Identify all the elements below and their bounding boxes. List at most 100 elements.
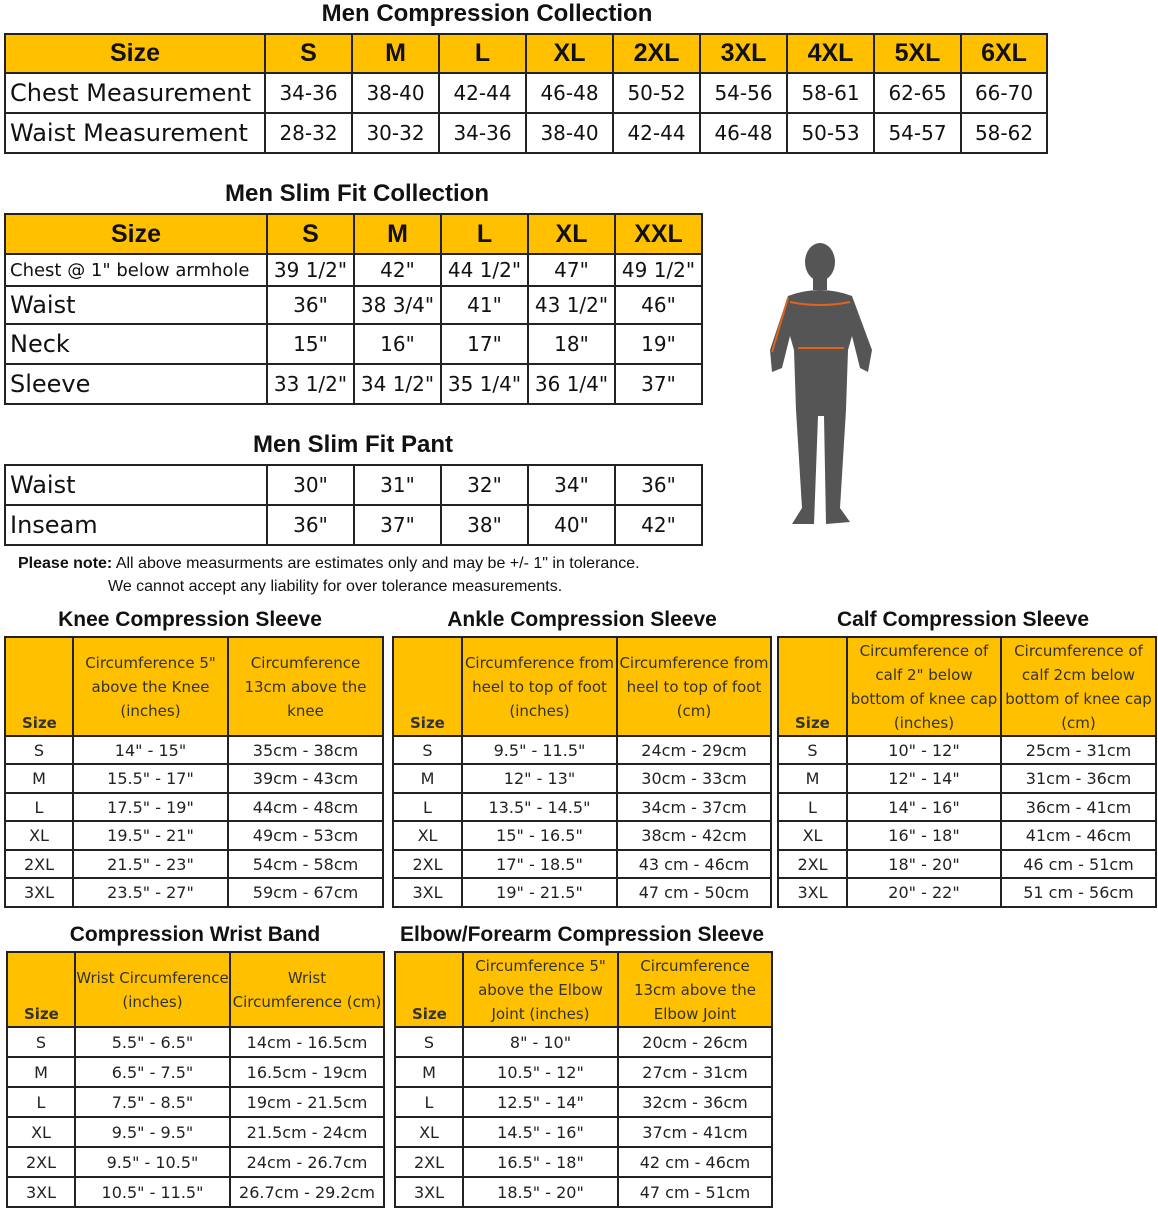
- table-cell: 9.5" - 11.5": [461, 735, 618, 765]
- table-cell: 9.5" - 10.5": [74, 1146, 231, 1178]
- table-cell: 18": [527, 323, 616, 365]
- header-cell: Circumference 13cm above the knee: [227, 636, 384, 737]
- row-label: S: [777, 735, 848, 765]
- table-row: L 12.5" - 14" 32cm - 36cm: [394, 1086, 773, 1118]
- table-row: S 10" - 12" 25cm - 31cm: [777, 735, 1157, 765]
- table-cell: 17" - 18.5": [461, 849, 618, 879]
- table-cell: 18.5" - 20": [462, 1176, 619, 1208]
- header-cell: L: [440, 213, 529, 255]
- table-cell: 36": [266, 285, 355, 325]
- table-row: L 14" - 16" 36cm - 41cm: [777, 792, 1157, 822]
- table-cell: 32": [440, 464, 529, 506]
- table-row: M 12" - 13" 30cm - 33cm: [392, 763, 772, 794]
- table-cell: 34-36: [264, 72, 353, 114]
- table-cell: 18" - 20": [846, 849, 1002, 879]
- table-cell: 31cm - 36cm: [1000, 763, 1157, 794]
- table-cell: 10.5" - 11.5": [74, 1176, 231, 1208]
- table-cell: 20" - 22": [846, 877, 1002, 908]
- row-label: Inseam: [4, 504, 268, 546]
- table-cell: 54-56: [699, 72, 788, 114]
- table-row: 3XL 20" - 22" 51 cm - 56cm: [777, 877, 1157, 908]
- table-cell: 30": [266, 464, 355, 506]
- table-cell: 16.5cm - 19cm: [229, 1056, 385, 1088]
- row-label: M: [392, 763, 463, 794]
- table-cell: 10.5" - 12": [462, 1056, 619, 1088]
- table-cell: 66-70: [960, 72, 1048, 114]
- row-label: XL: [392, 820, 463, 851]
- header-cell: Wrist Circumference (inches): [74, 951, 231, 1028]
- header-cell: Size: [4, 213, 268, 255]
- header-row: Size Circumference 5" above the Knee (inc…: [4, 636, 384, 737]
- header-cell: M: [353, 213, 442, 255]
- table-row: Waist Measurement 28-32 30-32 34-36 38-40 42-…: [4, 112, 1048, 154]
- wrist-table: Size Wrist Circumference (inches) Wrist Ci…: [6, 951, 385, 1208]
- header-cell: Circumference 5" above the Elbow Joint (…: [462, 951, 619, 1028]
- table-cell: 16": [353, 323, 442, 365]
- note-label: Please note:: [18, 555, 113, 572]
- table-cell: 42": [614, 504, 703, 546]
- table-cell: 14" - 16": [846, 792, 1002, 822]
- row-label: M: [4, 763, 74, 794]
- table-cell: 12" - 13": [461, 763, 618, 794]
- men-compression-table: Size S M L XL 2XL 3XL 4XL 5XL 6XL Chest Measuremen…: [4, 33, 1048, 154]
- table-cell: 15": [266, 323, 355, 365]
- table-cell: 17": [440, 323, 529, 365]
- header-cell: Circumference from heel to top of foot (…: [616, 636, 772, 737]
- header-row: Size Circumference 5" above the Elbow Joi…: [394, 951, 773, 1028]
- table-cell: 37cm - 41cm: [617, 1116, 773, 1148]
- table-cell: 24cm - 29cm: [616, 735, 772, 765]
- table-cell: 54cm - 58cm: [227, 849, 384, 879]
- table-cell: 30-32: [351, 112, 440, 154]
- table-row: Chest Measurement 34-36 38-40 42-44 46-48 50-…: [4, 72, 1048, 114]
- wrist-title: Compression Wrist Band: [69, 923, 321, 946]
- header-cell: Size: [394, 951, 464, 1028]
- table-cell: 47 cm - 50cm: [616, 877, 772, 908]
- table-row: 2XL 21.5" - 23" 54cm - 58cm: [4, 849, 384, 879]
- table-cell: 9.5" - 9.5": [74, 1116, 231, 1148]
- table-row: XL 14.5" - 16" 37cm - 41cm: [394, 1116, 773, 1148]
- table-cell: 50-52: [612, 72, 701, 114]
- table-cell: 36cm - 41cm: [1000, 792, 1157, 822]
- header-cell: Wrist Circumference (cm): [229, 951, 385, 1028]
- table-row: Waist 30" 31" 32" 34" 36": [4, 464, 703, 506]
- table-cell: 19.5" - 21": [72, 820, 229, 851]
- row-label: L: [777, 792, 848, 822]
- row-label: S: [4, 735, 74, 765]
- table-cell: 54-57: [873, 112, 962, 154]
- row-label: Sleeve: [4, 363, 268, 405]
- table-cell: 38": [440, 504, 529, 546]
- table-cell: 43 cm - 46cm: [616, 849, 772, 879]
- table-cell: 37": [353, 504, 442, 546]
- header-cell: Size: [6, 951, 76, 1028]
- row-label: 3XL: [392, 877, 463, 908]
- row-label: XL: [394, 1116, 464, 1148]
- table-cell: 42": [353, 253, 442, 287]
- table-row: S 14" - 15" 35cm - 38cm: [4, 735, 384, 765]
- table-cell: 39cm - 43cm: [227, 763, 384, 794]
- header-cell: XXL: [614, 213, 703, 255]
- table-cell: 13.5" - 14.5": [461, 792, 618, 822]
- table-cell: 10" - 12": [846, 735, 1002, 765]
- knee-table: Size Circumference 5" above the Knee (inc…: [4, 636, 384, 908]
- table-cell: 41": [440, 285, 529, 325]
- men-slim-pant-table: Waist 30" 31" 32" 34" 36" Inseam 36" 37" 38" 40" 42…: [4, 464, 703, 546]
- row-label: 3XL: [6, 1176, 76, 1208]
- table-cell: 43 1/2": [527, 285, 616, 325]
- table-cell: 50-53: [786, 112, 875, 154]
- table-cell: 19cm - 21.5cm: [229, 1086, 385, 1118]
- table-row: S 9.5" - 11.5" 24cm - 29cm: [392, 735, 772, 765]
- table-cell: 39 1/2": [266, 253, 355, 287]
- table-cell: 12" - 14": [846, 763, 1002, 794]
- table-cell: 15.5" - 17": [72, 763, 229, 794]
- calf-title: Calf Compression Sleeve: [836, 608, 1090, 631]
- table-cell: 51 cm - 56cm: [1000, 877, 1157, 908]
- header-cell: 6XL: [960, 33, 1048, 74]
- note-line-1: Please note: All above measurments are e…: [18, 555, 640, 573]
- table-cell: 23.5" - 27": [72, 877, 229, 908]
- table-cell: 25cm - 31cm: [1000, 735, 1157, 765]
- row-label: S: [392, 735, 463, 765]
- human-silhouette-icon: [770, 243, 872, 524]
- header-cell: 2XL: [612, 33, 701, 74]
- row-label: XL: [6, 1116, 76, 1148]
- table-row: 3XL 10.5" - 11.5" 26.7cm - 29.2cm: [6, 1176, 385, 1208]
